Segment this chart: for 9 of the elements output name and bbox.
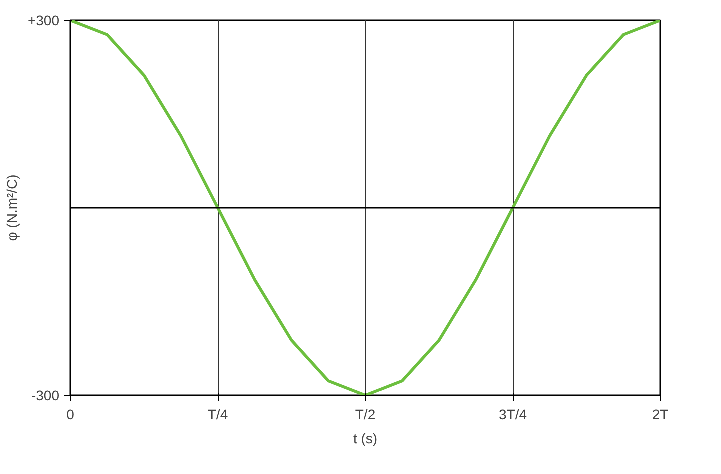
x-tick-label: T/4 [208,406,228,422]
x-tick-label: 2T [652,406,670,422]
x-axis-title: t (s) [353,430,378,446]
y-axis-title: φ (N.m²/C) [4,174,20,242]
x-tick-label: T/2 [355,406,376,422]
y-tick-label: +300 [28,12,60,28]
y-tick-label: -300 [31,388,60,404]
x-tick-label: 3T/4 [498,406,528,422]
x-tick-label: 0 [66,406,75,422]
